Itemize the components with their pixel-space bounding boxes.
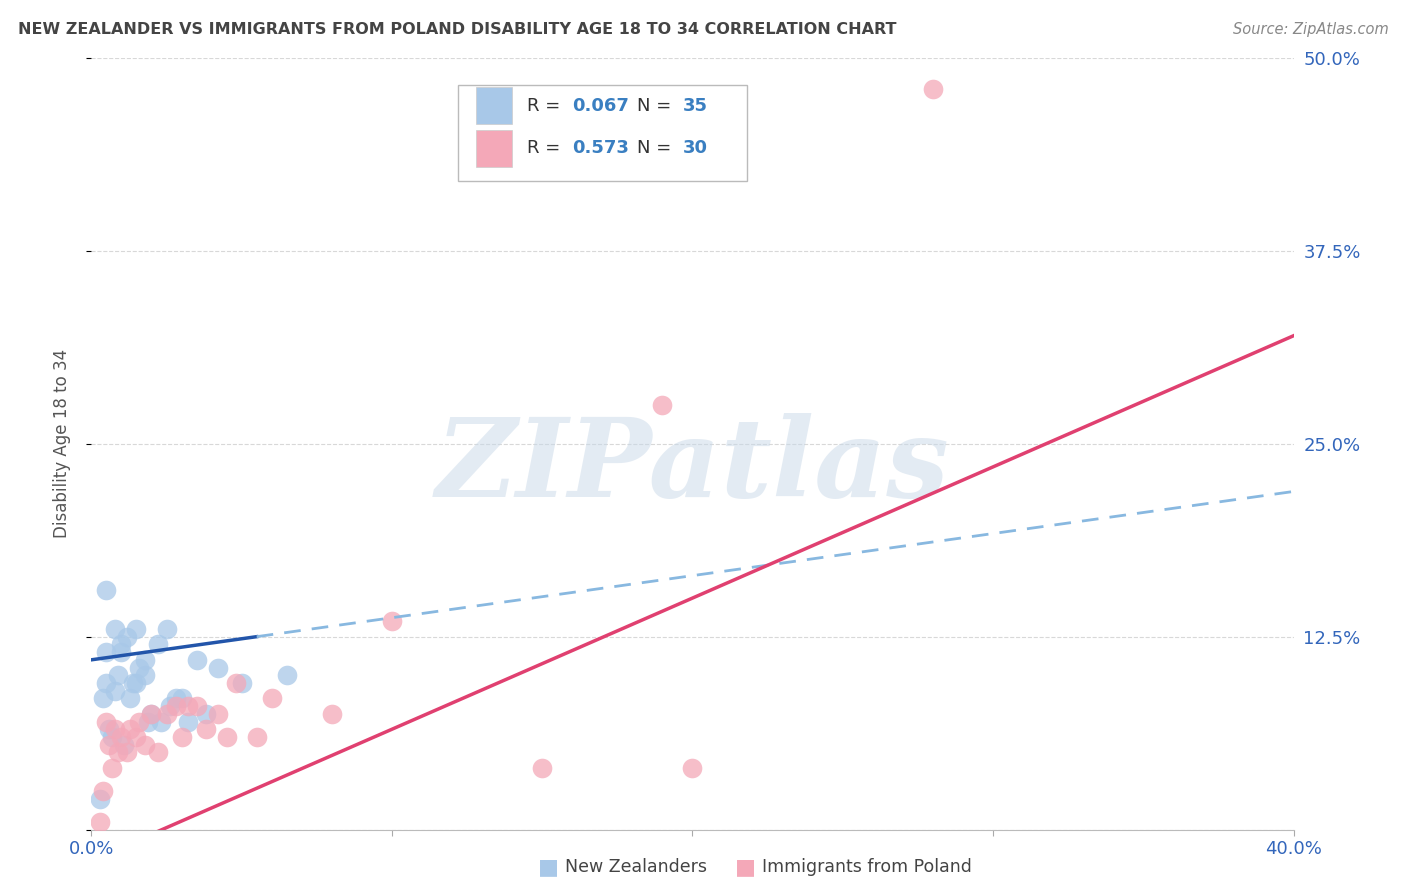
Point	[215, 730, 238, 744]
Point	[225, 676, 247, 690]
Point	[194, 706, 217, 721]
Point	[922, 82, 945, 96]
Point	[176, 699, 198, 714]
Point	[165, 699, 187, 714]
Point	[159, 699, 181, 714]
Point	[125, 622, 148, 636]
Point	[101, 730, 124, 744]
Point	[165, 691, 187, 706]
Point	[260, 691, 283, 706]
Point	[107, 745, 129, 759]
Point	[146, 637, 169, 651]
Point	[138, 714, 160, 729]
Text: R =: R =	[527, 139, 565, 157]
Text: 0.067: 0.067	[572, 97, 628, 115]
Point	[96, 583, 118, 598]
Point	[101, 761, 124, 775]
Point	[98, 723, 121, 737]
Point	[96, 645, 118, 659]
Point	[128, 714, 150, 729]
Point	[246, 730, 269, 744]
Text: 0.573: 0.573	[572, 139, 628, 157]
Point	[93, 784, 115, 798]
Point	[107, 668, 129, 682]
Point	[651, 398, 673, 412]
Point	[681, 761, 703, 775]
Point	[89, 791, 111, 805]
Point	[96, 676, 118, 690]
Point	[141, 706, 163, 721]
Point	[125, 676, 148, 690]
Point	[93, 691, 115, 706]
Point	[381, 614, 404, 628]
Point	[96, 714, 118, 729]
Point	[186, 699, 208, 714]
Point	[104, 723, 127, 737]
Text: 35: 35	[683, 97, 707, 115]
FancyBboxPatch shape	[477, 130, 512, 167]
Point	[110, 645, 132, 659]
Point	[176, 714, 198, 729]
Point	[321, 706, 343, 721]
Point	[134, 738, 156, 752]
Point	[194, 723, 217, 737]
Point	[207, 660, 229, 674]
Text: N =: N =	[637, 97, 678, 115]
Text: Immigrants from Poland: Immigrants from Poland	[762, 858, 972, 876]
FancyBboxPatch shape	[477, 87, 512, 124]
Y-axis label: Disability Age 18 to 34: Disability Age 18 to 34	[52, 349, 70, 539]
Text: ZIPatlas: ZIPatlas	[436, 413, 949, 521]
Point	[149, 714, 172, 729]
Point	[170, 730, 193, 744]
Point	[117, 630, 139, 644]
Point	[531, 761, 554, 775]
Point	[110, 637, 132, 651]
Point	[141, 706, 163, 721]
Point	[146, 745, 169, 759]
Text: New Zealanders: New Zealanders	[565, 858, 707, 876]
Point	[128, 660, 150, 674]
Point	[134, 653, 156, 667]
Point	[125, 730, 148, 744]
Point	[104, 683, 127, 698]
Point	[122, 676, 145, 690]
Point	[120, 723, 142, 737]
Point	[89, 814, 111, 829]
Point	[117, 745, 139, 759]
Text: NEW ZEALANDER VS IMMIGRANTS FROM POLAND DISABILITY AGE 18 TO 34 CORRELATION CHAR: NEW ZEALANDER VS IMMIGRANTS FROM POLAND …	[18, 22, 897, 37]
Point	[134, 668, 156, 682]
Point	[110, 730, 132, 744]
Point	[186, 653, 208, 667]
Text: 30: 30	[683, 139, 707, 157]
Point	[276, 668, 298, 682]
Text: R =: R =	[527, 97, 565, 115]
Point	[170, 691, 193, 706]
Point	[231, 676, 253, 690]
Point	[98, 738, 121, 752]
Point	[207, 706, 229, 721]
Point	[155, 622, 177, 636]
Point	[155, 706, 177, 721]
Text: Source: ZipAtlas.com: Source: ZipAtlas.com	[1233, 22, 1389, 37]
Text: N =: N =	[637, 139, 678, 157]
Point	[104, 622, 127, 636]
Text: ■: ■	[538, 857, 558, 877]
Text: ■: ■	[735, 857, 755, 877]
Point	[120, 691, 142, 706]
Point	[114, 738, 136, 752]
FancyBboxPatch shape	[458, 85, 747, 181]
